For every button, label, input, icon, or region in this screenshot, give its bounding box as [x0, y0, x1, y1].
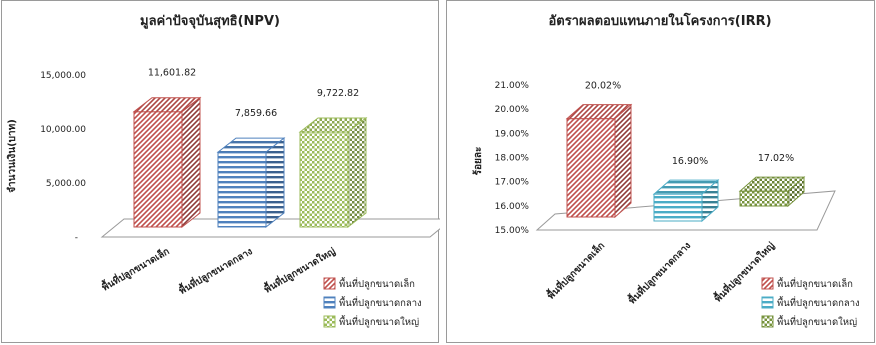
y-tick-label: - [75, 233, 78, 243]
bar-3-side [347, 116, 367, 229]
bar-1 [132, 96, 202, 229]
y-tick-label: 15.00% [495, 226, 530, 236]
data-label: 16.90% [672, 156, 708, 167]
data-label: 20.02% [585, 81, 621, 92]
legend-swatch [761, 315, 774, 328]
bar-2-front [653, 193, 703, 222]
chart-title: มูลค่าปัจจุบันสุทธิ(NPV) [140, 14, 280, 29]
y-axis-label: จำนวนเงิน(บาท) [6, 119, 18, 193]
y-tick-label: 20.00% [495, 105, 530, 115]
category-label: พื้นที่ปลูกขนาดใหญ่ [711, 238, 778, 305]
y-tick-label: 15,000.00 [40, 71, 86, 81]
bar-2-side [265, 137, 285, 229]
category-label: พื้นที่ปลูกขนาดกลาง [625, 238, 694, 307]
bar-2-front [217, 151, 267, 228]
category-label: พื้นที่ปลูกขนาดเล็ก [544, 238, 608, 302]
y-tick-label: 16.00% [495, 202, 530, 212]
data-label: 7,859.66 [235, 108, 277, 119]
y-tick-label: 5,000.00 [46, 179, 86, 189]
bar-2-side [701, 178, 719, 223]
bar-3-side [787, 176, 805, 208]
legend-swatch [323, 296, 336, 309]
bar-2 [652, 178, 720, 223]
bar-1-front [133, 111, 183, 228]
legend-label: พื้นที่ปลูกขนาดเล็ก [777, 277, 853, 290]
y-axis-label: ร้อยละ [472, 147, 484, 176]
chart-title: อัตราผลตอบแทนภายในโครงการ(IRR) [548, 12, 771, 29]
irr-chart: อัตราผลตอบแทนภายในโครงการ(IRR) 15.00% 16.0… [472, 12, 860, 328]
legend-label: พื้นที่ปลูกขนาดกลาง [339, 296, 422, 309]
bar-3-front [739, 190, 789, 207]
bar-3 [738, 176, 806, 208]
bar-1-front [566, 118, 616, 218]
bar-3-front [299, 131, 349, 228]
data-label: 17.02% [758, 153, 794, 164]
legend-label: พื้นที่ปลูกขนาดใหญ่ [777, 315, 857, 328]
legend-label: พื้นที่ปลูกขนาดใหญ่ [339, 315, 419, 328]
bar-1-side [181, 96, 201, 229]
npv-chart: มูลค่าปัจจุบันสุทธิ(NPV) - 5,000.00 10,000.… [6, 14, 440, 328]
bar-2 [216, 137, 286, 229]
bar-1-side [614, 103, 632, 219]
legend-label: พื้นที่ปลูกขนาดเล็ก [339, 277, 415, 290]
legend-swatch [323, 277, 336, 290]
y-tick-label: 19.00% [495, 129, 530, 139]
legend-label: พื้นที่ปลูกขนาดกลาง [777, 296, 860, 309]
data-label: 11,601.82 [148, 68, 196, 79]
data-label: 9,722.82 [317, 88, 359, 99]
category-label: พื้นที่ปลูกขนาดกลาง [176, 243, 255, 298]
y-tick-label: 17.00% [495, 178, 530, 188]
bar-3 [298, 116, 368, 229]
irr-chart-panel: อัตราผลตอบแทนภายในโครงการ(IRR) 15.00% 16.0… [446, 0, 875, 343]
y-tick-label: 18.00% [495, 154, 530, 164]
legend-swatch [323, 315, 336, 328]
y-tick-label: 10,000.00 [40, 125, 86, 135]
bar-1 [565, 103, 633, 219]
npv-chart-panel: มูลค่าปัจจุบันสุทธิ(NPV) - 5,000.00 10,000.… [1, 0, 440, 343]
legend-swatch [761, 277, 774, 290]
y-tick-label: 21.00% [495, 81, 530, 91]
category-label: พื้นที่ปลูกขนาดเล็ก [99, 243, 172, 294]
legend-swatch [761, 296, 774, 309]
